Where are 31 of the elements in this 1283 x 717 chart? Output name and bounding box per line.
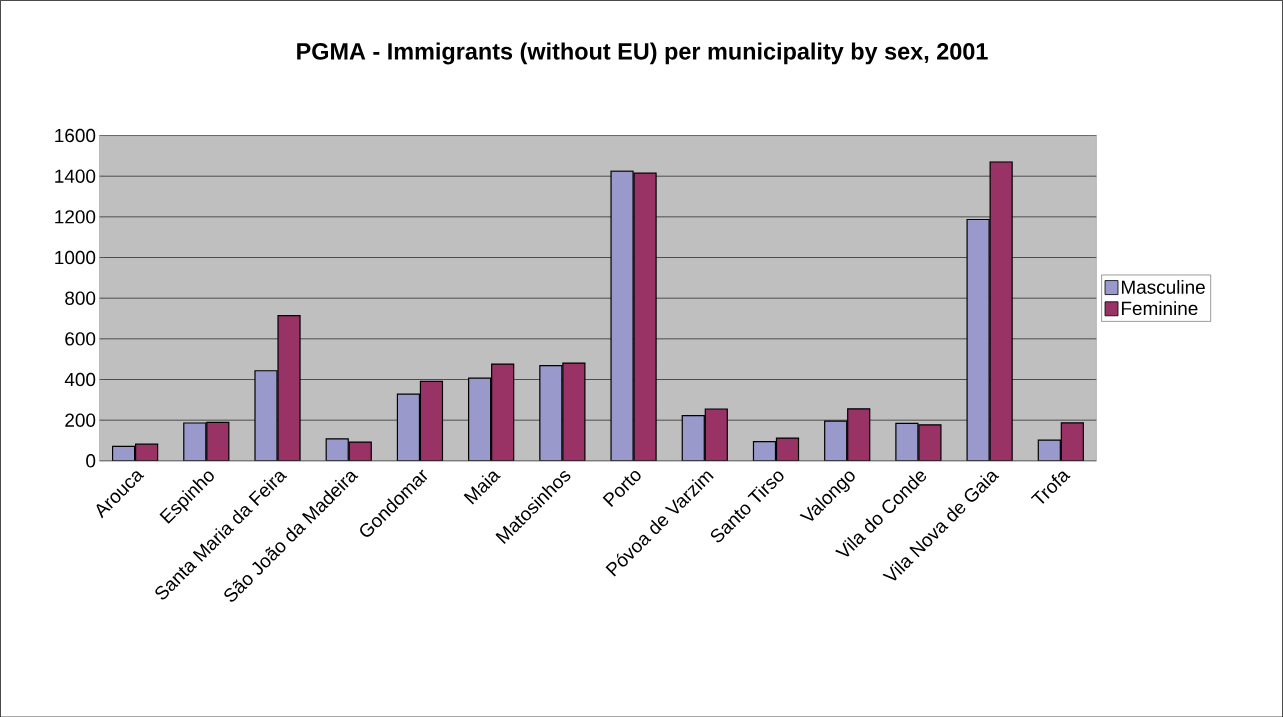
legend-label: Feminine xyxy=(1121,300,1198,315)
y-tick-label: 1200 xyxy=(55,209,96,224)
bar xyxy=(967,219,990,461)
bar xyxy=(705,408,728,461)
y-tick-label: 800 xyxy=(65,291,96,305)
bar xyxy=(206,422,229,461)
y-tick-label: 1600 xyxy=(55,128,96,142)
y-tick-label: 400 xyxy=(64,372,96,386)
y-tick-label: 200 xyxy=(65,413,96,427)
bar xyxy=(420,381,443,461)
bar xyxy=(611,170,634,461)
bar xyxy=(990,161,1013,461)
bar xyxy=(634,172,657,461)
bar xyxy=(753,441,776,461)
bar xyxy=(847,408,870,461)
y-tick-label: 0 xyxy=(86,453,96,468)
bar xyxy=(255,370,278,461)
bar xyxy=(183,422,206,461)
bar xyxy=(278,315,301,461)
bar xyxy=(397,393,420,461)
y-tick-label: 1000 xyxy=(55,250,96,264)
legend-label: Masculine xyxy=(1121,279,1205,294)
y-tick-label: 600 xyxy=(65,331,96,346)
bar xyxy=(1060,421,1084,461)
bar xyxy=(468,377,491,461)
bar xyxy=(682,415,705,461)
y-tick-label: 1400 xyxy=(55,169,96,183)
bar xyxy=(539,365,562,461)
chart-title: PGMA - Immigrants (without EU) per municipality by sex, 2001 xyxy=(297,42,988,65)
bar xyxy=(491,363,514,461)
bar xyxy=(824,420,847,461)
